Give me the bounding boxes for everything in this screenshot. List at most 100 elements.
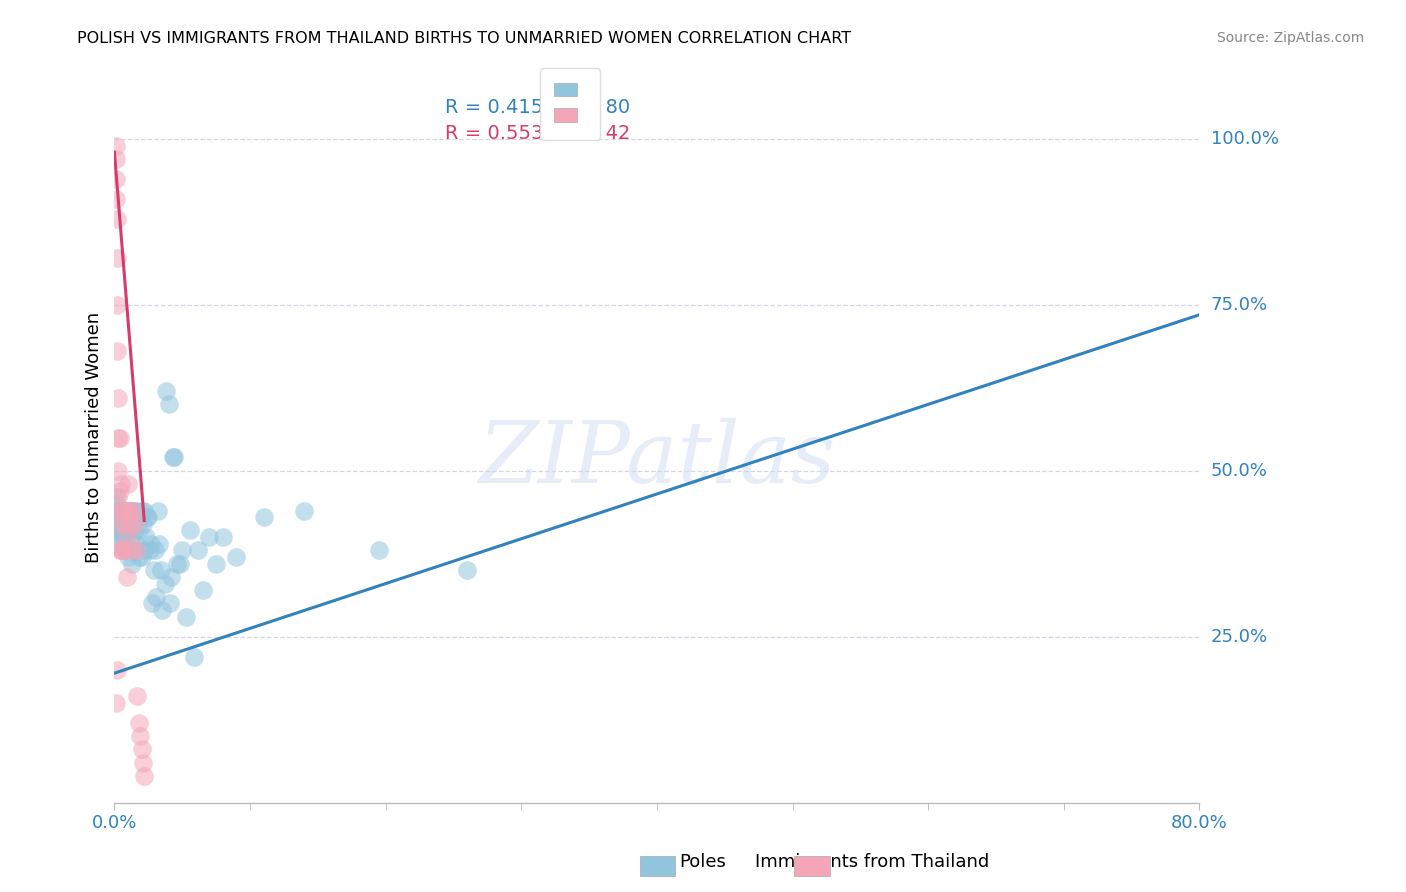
Point (105, 663, 128, 677)
Point (292, 503, 315, 517)
Point (128, 549, 150, 564)
Point (115, 510, 138, 524)
Point (107, 510, 129, 524)
Point (104, 491, 127, 505)
Text: 75.0%: 75.0% (1211, 296, 1268, 314)
Text: Poles: Poles (679, 853, 727, 871)
Point (110, 477, 132, 491)
Text: 100.0%: 100.0% (1211, 130, 1278, 148)
Point (134, 769, 156, 783)
Point (111, 530, 134, 544)
Point (132, 756, 155, 770)
Point (105, 252, 128, 266)
Point (138, 543, 160, 558)
Point (115, 503, 138, 517)
Point (111, 524, 134, 538)
Point (143, 543, 166, 558)
Point (107, 516, 129, 531)
Point (162, 450, 184, 465)
Point (205, 557, 228, 571)
Point (105, 344, 128, 359)
Text: Immigrants from Thailand: Immigrants from Thailand (755, 853, 988, 871)
Text: R = 0.415   N = 80: R = 0.415 N = 80 (446, 98, 630, 117)
Point (187, 543, 209, 558)
Point (160, 570, 183, 584)
Point (166, 557, 188, 571)
Point (110, 516, 132, 531)
Point (131, 503, 153, 517)
Point (120, 530, 142, 544)
Point (183, 649, 205, 664)
Text: ZIPatlas: ZIPatlas (478, 418, 835, 500)
Point (129, 510, 152, 524)
Point (104, 138, 127, 153)
Point (172, 543, 194, 558)
Point (134, 543, 156, 558)
Point (121, 557, 143, 571)
Point (107, 464, 129, 478)
Point (107, 530, 129, 544)
Point (104, 152, 127, 166)
Point (124, 503, 146, 517)
Point (110, 503, 132, 517)
Point (150, 603, 173, 617)
Point (153, 576, 176, 591)
Point (174, 609, 197, 624)
Point (136, 510, 159, 524)
Point (225, 549, 247, 564)
Point (169, 557, 191, 571)
Point (132, 516, 155, 531)
Point (135, 530, 157, 544)
Point (108, 483, 131, 498)
Point (105, 510, 128, 524)
Point (134, 503, 156, 517)
Point (121, 543, 143, 558)
Text: R = 0.553   N = 42: R = 0.553 N = 42 (446, 124, 631, 143)
Point (111, 503, 134, 517)
Point (142, 563, 165, 577)
Point (157, 397, 180, 411)
Point (112, 543, 135, 558)
Point (107, 491, 129, 505)
Point (128, 715, 150, 730)
Point (367, 543, 389, 558)
Point (107, 391, 129, 405)
Point (107, 524, 129, 538)
Point (114, 516, 136, 531)
Point (111, 543, 134, 558)
Point (136, 510, 159, 524)
Point (155, 384, 177, 398)
Point (117, 503, 139, 517)
Point (117, 477, 139, 491)
Point (122, 503, 145, 517)
Text: 25.0%: 25.0% (1211, 628, 1268, 646)
Point (120, 516, 142, 531)
Point (115, 570, 138, 584)
Point (198, 530, 221, 544)
Point (110, 543, 132, 558)
Point (212, 530, 235, 544)
Point (148, 537, 170, 551)
Point (131, 742, 153, 756)
Point (122, 543, 145, 558)
Text: Source: ZipAtlas.com: Source: ZipAtlas.com (1216, 31, 1364, 45)
Point (108, 543, 131, 558)
Point (145, 590, 167, 604)
Point (107, 431, 129, 445)
Point (104, 503, 127, 517)
Point (104, 171, 127, 186)
Point (112, 503, 135, 517)
Point (110, 537, 132, 551)
Point (131, 549, 153, 564)
Point (124, 516, 146, 531)
Point (108, 503, 131, 517)
Point (121, 503, 143, 517)
Point (149, 563, 172, 577)
Point (163, 450, 186, 465)
Point (105, 211, 128, 226)
Point (105, 298, 128, 312)
Point (118, 524, 141, 538)
Point (114, 543, 136, 558)
Point (129, 729, 152, 743)
Point (104, 192, 127, 206)
